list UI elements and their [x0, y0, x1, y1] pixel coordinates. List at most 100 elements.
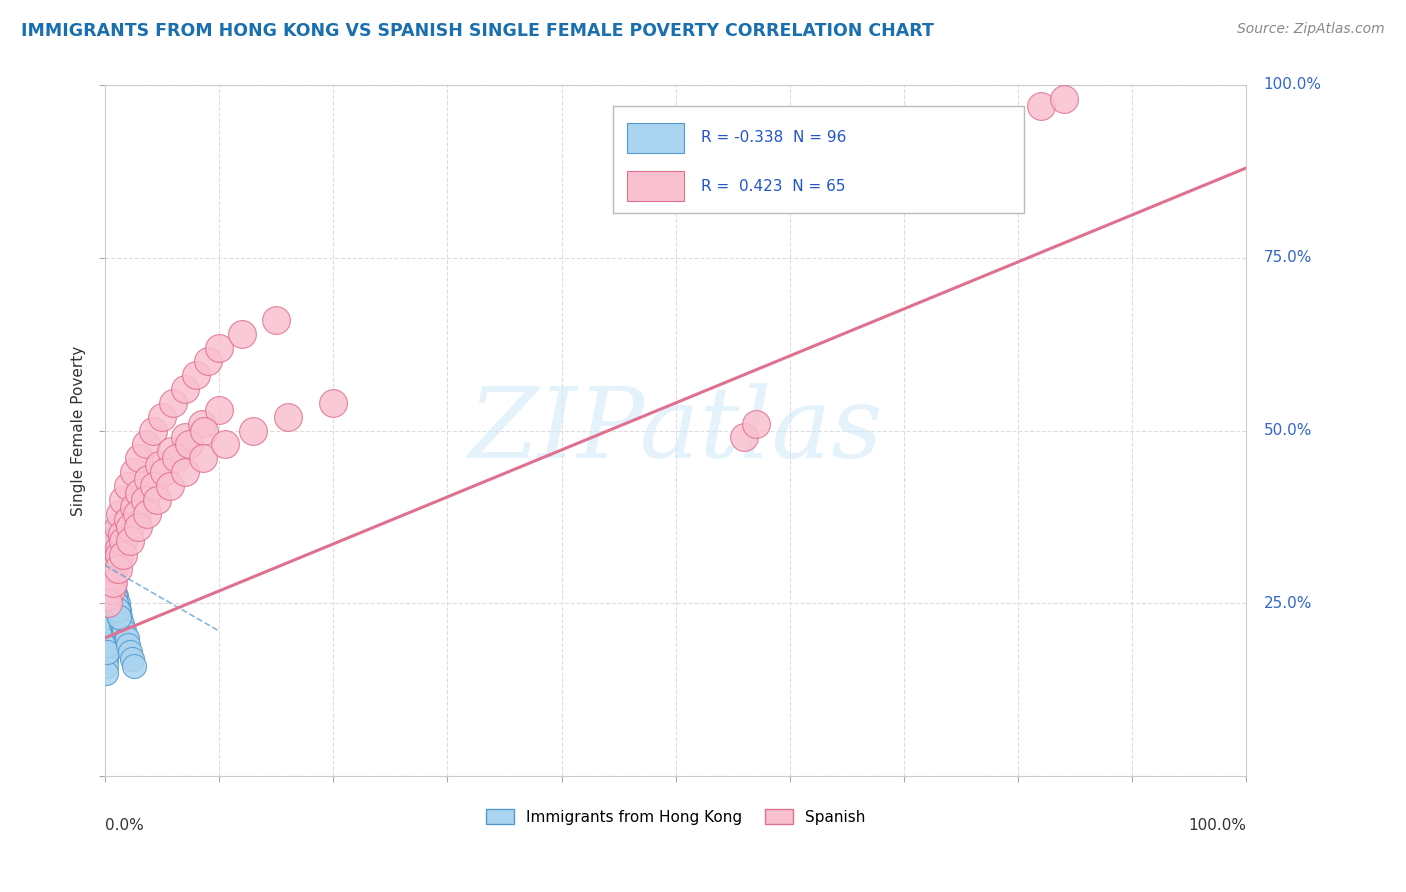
Point — [94, 638, 117, 652]
Point — [98, 555, 121, 569]
Point — [94, 590, 117, 604]
Point — [112, 624, 135, 638]
Point — [193, 424, 215, 438]
Point — [103, 582, 125, 597]
Point — [101, 568, 124, 582]
Point — [277, 409, 299, 424]
Point — [101, 590, 124, 604]
Point — [120, 645, 142, 659]
Point — [94, 575, 117, 590]
Point — [98, 596, 121, 610]
Point — [231, 326, 253, 341]
Point — [97, 575, 120, 590]
Point — [96, 590, 118, 604]
Point — [94, 541, 117, 555]
Point — [104, 555, 127, 569]
Point — [186, 368, 208, 383]
Text: 0.0%: 0.0% — [105, 818, 143, 832]
Point — [96, 527, 118, 541]
Point — [98, 575, 121, 590]
Point — [135, 437, 157, 451]
FancyBboxPatch shape — [627, 123, 685, 153]
Point — [117, 479, 139, 493]
Text: Source: ZipAtlas.com: Source: ZipAtlas.com — [1237, 22, 1385, 37]
Point — [96, 582, 118, 597]
Point — [94, 617, 117, 632]
Point — [94, 645, 117, 659]
Point — [100, 562, 122, 576]
Point — [104, 596, 127, 610]
Point — [103, 590, 125, 604]
Point — [111, 527, 134, 541]
Point — [264, 313, 287, 327]
Point — [162, 396, 184, 410]
Point — [98, 562, 121, 576]
Legend: Immigrants from Hong Kong, Spanish: Immigrants from Hong Kong, Spanish — [479, 803, 872, 830]
Point — [101, 582, 124, 597]
Point — [94, 610, 117, 624]
Point — [122, 658, 145, 673]
Point — [94, 603, 117, 617]
Point — [100, 575, 122, 590]
Point — [96, 603, 118, 617]
Point — [136, 507, 159, 521]
Point — [117, 638, 139, 652]
Point — [97, 590, 120, 604]
Point — [97, 548, 120, 562]
Point — [242, 424, 264, 438]
Point — [100, 555, 122, 569]
Point — [97, 610, 120, 624]
Point — [179, 437, 201, 451]
Point — [101, 575, 124, 590]
Text: ZIPatlas: ZIPatlas — [468, 383, 883, 478]
Point — [105, 603, 128, 617]
Point — [107, 596, 129, 610]
Point — [128, 451, 150, 466]
Point — [173, 465, 195, 479]
Point — [150, 409, 173, 424]
Point — [159, 479, 181, 493]
Point — [94, 658, 117, 673]
Point — [110, 617, 132, 632]
Point — [96, 638, 118, 652]
Point — [97, 590, 120, 604]
Point — [100, 562, 122, 576]
Point — [107, 520, 129, 534]
FancyBboxPatch shape — [627, 171, 685, 201]
Point — [96, 624, 118, 638]
Point — [97, 596, 120, 610]
Point — [107, 603, 129, 617]
Point — [208, 402, 231, 417]
Point — [105, 590, 128, 604]
Point — [96, 534, 118, 549]
Point — [103, 562, 125, 576]
Point — [101, 590, 124, 604]
Point — [104, 590, 127, 604]
Point — [153, 465, 176, 479]
Point — [107, 603, 129, 617]
Point — [120, 534, 142, 549]
Point — [127, 520, 149, 534]
Point — [108, 507, 131, 521]
Point — [105, 596, 128, 610]
Point — [173, 382, 195, 396]
Point — [121, 651, 143, 665]
Point — [108, 610, 131, 624]
Point — [97, 596, 120, 610]
Text: R = -0.338  N = 96: R = -0.338 N = 96 — [702, 130, 846, 145]
Point — [112, 534, 135, 549]
Point — [125, 507, 148, 521]
Point — [98, 582, 121, 597]
Point — [97, 568, 120, 582]
Point — [112, 548, 135, 562]
Point — [96, 645, 118, 659]
Point — [101, 575, 124, 590]
Point — [105, 596, 128, 610]
Point — [97, 617, 120, 632]
Point — [1053, 92, 1076, 106]
Point — [101, 568, 124, 582]
Text: 25.0%: 25.0% — [1264, 596, 1312, 611]
Point — [103, 596, 125, 610]
Point — [94, 665, 117, 680]
Text: 100.0%: 100.0% — [1264, 78, 1322, 93]
